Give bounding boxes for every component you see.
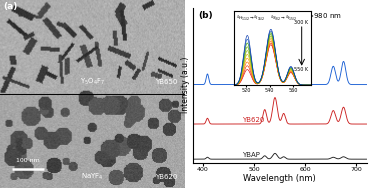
Text: YB620: YB620 [156, 174, 178, 180]
X-axis label: Wavelength (nm): Wavelength (nm) [243, 174, 316, 184]
Y-axis label: Intensity (a.u.): Intensity (a.u.) [181, 57, 190, 113]
Text: YB650: YB650 [156, 79, 178, 85]
Text: YBAP: YBAP [242, 152, 260, 158]
Text: (a): (a) [3, 2, 17, 11]
Text: YB620: YB620 [242, 117, 264, 123]
Text: NaYF$_4$: NaYF$_4$ [81, 172, 104, 182]
Text: $\lambda_{ex}$=980 nm: $\lambda_{ex}$=980 nm [297, 12, 341, 22]
Text: 100 nm: 100 nm [16, 158, 40, 163]
Text: YB650: YB650 [242, 77, 264, 83]
Text: (b): (b) [198, 12, 212, 20]
Text: Y$_5$O$_4$F$_7$: Y$_5$O$_4$F$_7$ [80, 77, 105, 87]
